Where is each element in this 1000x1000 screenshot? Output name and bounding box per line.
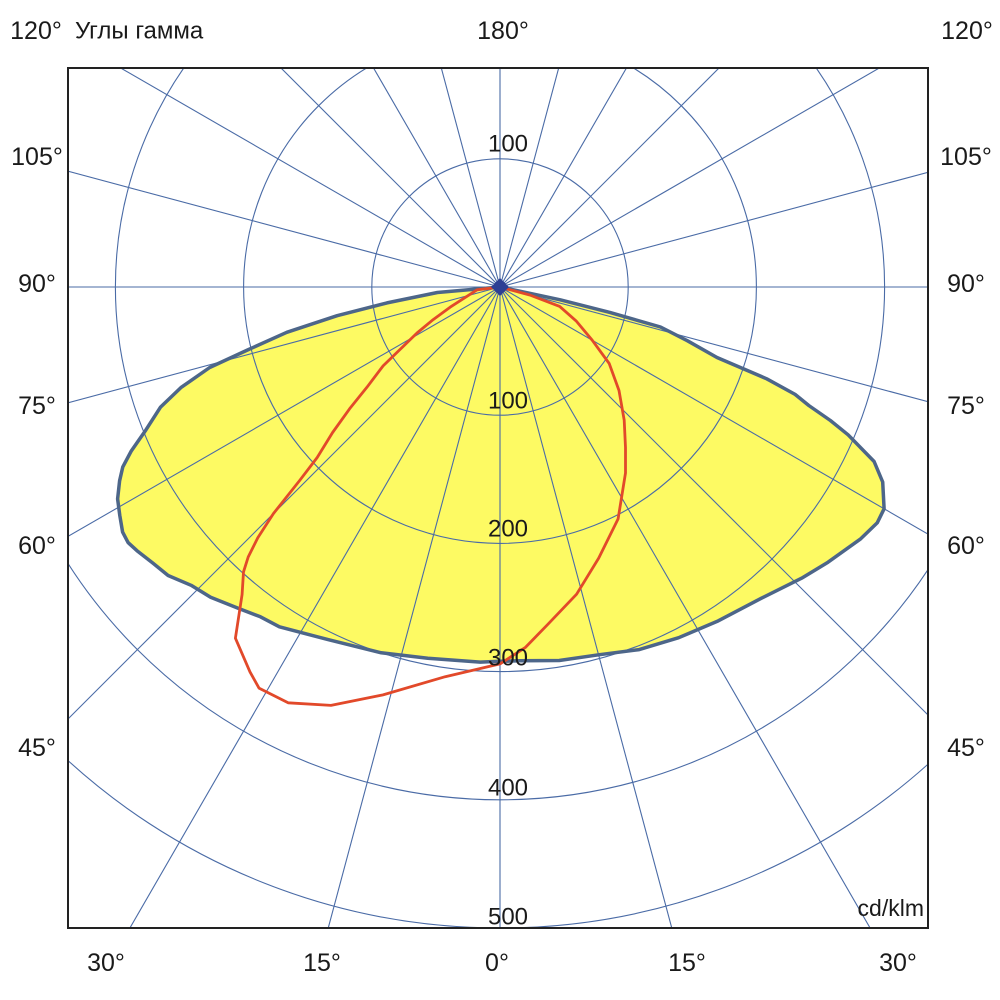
radial-tick-100-upper: 100: [488, 131, 528, 158]
angle-grid-ray-120: [499, 68, 881, 288]
filled-curve-border: [115, 285, 886, 664]
pole-marker: [491, 278, 509, 296]
angle-grid-ray-300: [68, 286, 501, 538]
angle-grid-ray-30: [499, 286, 871, 928]
gamma-label-left-105: 105°: [11, 143, 63, 171]
gamma-label-right-90: 90°: [947, 270, 985, 298]
chart-title: Углы гамма: [75, 18, 204, 45]
radial-tick-300: 300: [488, 645, 528, 672]
gamma-label-bottom-30r: 30°: [879, 949, 917, 977]
radial-tick-400: 400: [488, 775, 528, 802]
angle-grid-ray-165: [499, 68, 560, 288]
angle-grid-ray-150: [499, 68, 628, 288]
angle-grid-ray-195: [440, 68, 501, 288]
angle-grid-ray-330: [129, 286, 501, 928]
angle-grid-ray-105: [499, 171, 928, 288]
angle-grid-ray-255: [68, 170, 501, 288]
gamma-label-left-60: 60°: [18, 532, 56, 560]
gamma-label-right-60: 60°: [947, 532, 985, 560]
gamma-label-left-90: 90°: [18, 270, 56, 298]
red-curve: [234, 285, 627, 707]
gamma-label-bottom-15r: 15°: [668, 949, 706, 977]
angle-grid-ray-345: [327, 286, 501, 928]
radial-tick-200: 200: [488, 516, 528, 543]
gamma-label-left-45: 45°: [18, 734, 56, 762]
angle-grid-ray-315: [68, 286, 501, 720]
angle-grid-ray-225: [280, 68, 501, 288]
gamma-label-top-center: 180°: [477, 17, 529, 45]
angle-grid-ray-285: [68, 286, 501, 404]
angle-grid-ray-240: [119, 68, 501, 288]
red-curve-line: [234, 285, 627, 707]
plot-frame: [67, 67, 929, 929]
pole-diamond-icon: [491, 278, 509, 296]
gamma-label-right-105: 105°: [940, 143, 992, 171]
unit-label: cd/klm: [858, 895, 924, 921]
gamma-label-top-right: 120°: [941, 17, 993, 45]
gamma-label-bottom-15l: 15°: [303, 949, 341, 977]
angle-grid-ray-75: [499, 286, 928, 403]
gamma-label-bottom-30l: 30°: [87, 949, 125, 977]
angle-grid-ray-135: [499, 68, 720, 288]
gamma-label-bottom-0: 0°: [485, 949, 509, 977]
gamma-label-top-left: 120°: [10, 17, 62, 45]
angle-grid-ray-210: [372, 68, 501, 288]
angle-grid-ray-15: [499, 286, 673, 928]
angle-grid-ray-45: [499, 286, 928, 716]
filled-curve-area: [117, 287, 885, 663]
filled-curve-outline: [115, 285, 886, 664]
gamma-label-right-45: 45°: [947, 734, 985, 762]
radial-tick-100: 100: [488, 388, 528, 415]
radial-tick-500: 500: [488, 904, 528, 931]
gamma-label-left-75: 75°: [18, 392, 56, 420]
gamma-label-right-75: 75°: [947, 392, 985, 420]
angle-grid-ray-60: [499, 286, 928, 535]
filled-curve-fill: [117, 287, 885, 663]
